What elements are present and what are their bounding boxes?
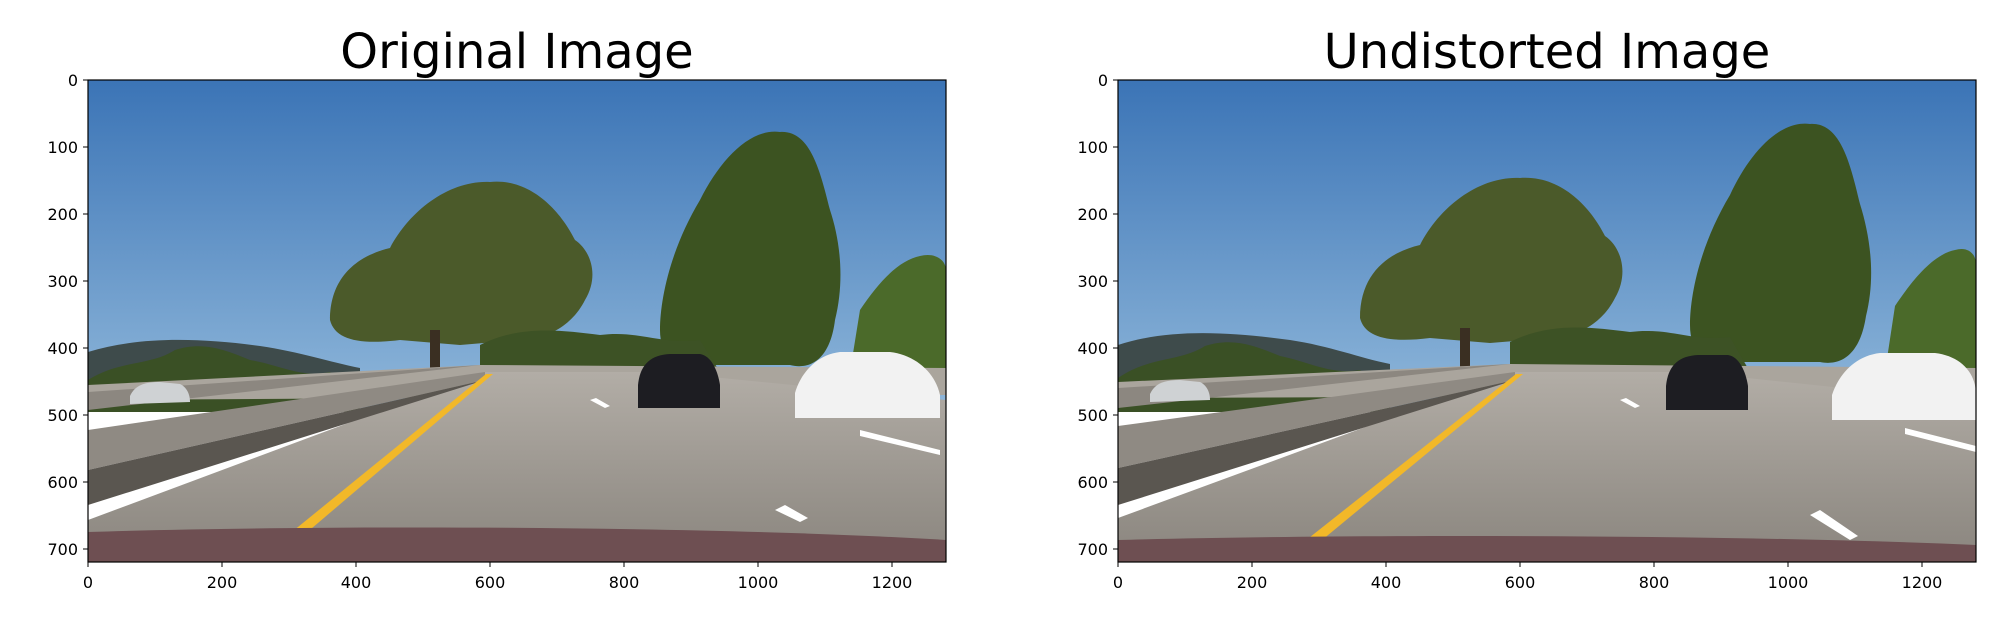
y-tick-label: 500 [1077, 406, 1108, 425]
white-car [795, 352, 940, 418]
center-tree-trunk [1460, 328, 1470, 370]
right-tree [660, 131, 841, 367]
far-right-bushes [850, 254, 946, 372]
x-tick-label: 1200 [1902, 573, 1943, 592]
black-car [1666, 355, 1748, 410]
white-car [1832, 353, 1976, 420]
road-surface [1118, 372, 1976, 562]
white-dash-3 [590, 398, 610, 408]
barrier-shadow [88, 380, 485, 505]
far-right-bushes [1885, 248, 1976, 372]
axes-frame [87, 79, 947, 563]
x-tick-label: 1200 [872, 573, 913, 592]
white-dash-1 [1810, 510, 1858, 540]
y-tick-label: 300 [47, 272, 78, 291]
white-dash-1 [775, 505, 808, 522]
white-dash-2 [1905, 428, 1976, 452]
y-axis: 0 100 200 300 400 500 600 700 [47, 71, 88, 559]
x-tick-label: 400 [1371, 573, 1402, 592]
panel-original: Original Image [47, 24, 947, 592]
white-dash-3 [1620, 398, 1640, 408]
far-left-car [1150, 380, 1210, 402]
hood-edge [1118, 535, 1976, 562]
left-lanes [1118, 364, 1510, 408]
concrete-barrier [88, 372, 485, 470]
x-axis: 0 200 400 600 800 1000 1200 [1113, 562, 1942, 592]
y-tick-label: 700 [47, 540, 78, 559]
y-tick-label: 200 [47, 205, 78, 224]
far-left-car [130, 382, 190, 404]
right-tree [1690, 123, 1872, 363]
y-tick-label: 300 [1077, 272, 1108, 291]
x-tick-label: 200 [1237, 573, 1268, 592]
y-axis: 0 100 200 300 400 500 600 700 [1077, 71, 1118, 559]
yellow-lane-line [282, 374, 493, 540]
y-tick-label: 0 [68, 71, 78, 90]
y-tick-label: 600 [47, 473, 78, 492]
hood-edge [88, 527, 946, 562]
center-tree [1360, 177, 1623, 343]
panel-title: Original Image [340, 24, 693, 80]
x-tick-label: 800 [609, 573, 640, 592]
road-surface [88, 372, 946, 562]
x-tick-label: 400 [341, 573, 372, 592]
black-car [638, 354, 720, 408]
y-tick-label: 700 [1077, 540, 1108, 559]
y-tick-label: 600 [1077, 473, 1108, 492]
x-tick-label: 800 [1639, 573, 1670, 592]
panel-title: Undistorted Image [1324, 24, 1771, 80]
axes-frame [1117, 79, 1977, 563]
x-axis: 0 200 400 600 800 1000 1200 [83, 562, 912, 592]
barrier-shadow [1118, 380, 1515, 505]
x-tick-label: 0 [83, 573, 93, 592]
y-tick-label: 500 [47, 406, 78, 425]
image-original [88, 80, 946, 562]
white-dash-2 [860, 430, 940, 455]
panel-undistorted: Undistorted Image [1077, 24, 1977, 592]
y-tick-label: 0 [1098, 71, 1108, 90]
x-tick-label: 600 [1505, 573, 1536, 592]
y-tick-label: 100 [1077, 138, 1108, 157]
center-tree-trunk [430, 330, 440, 370]
y-tick-label: 200 [1077, 205, 1108, 224]
y-tick-label: 400 [47, 339, 78, 358]
x-tick-label: 1000 [1768, 573, 1809, 592]
center-tree [330, 181, 593, 345]
y-tick-label: 100 [47, 138, 78, 157]
x-tick-label: 600 [475, 573, 506, 592]
x-tick-label: 0 [1113, 573, 1123, 592]
concrete-barrier [1118, 372, 1515, 468]
image-undistorted [1118, 80, 1976, 562]
x-tick-label: 200 [207, 573, 238, 592]
yellow-lane-line [1300, 374, 1523, 545]
y-tick-label: 400 [1077, 339, 1108, 358]
x-tick-label: 1000 [738, 573, 779, 592]
